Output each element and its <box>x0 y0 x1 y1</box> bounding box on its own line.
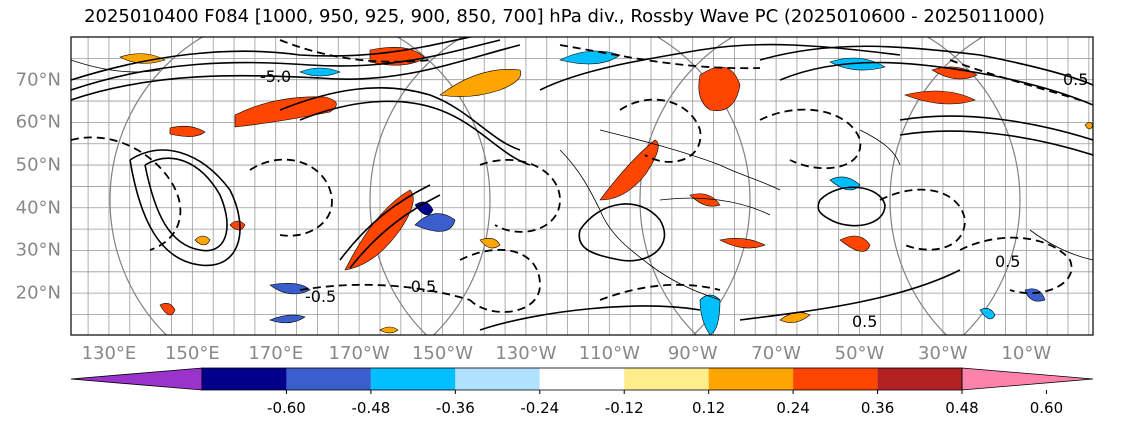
colorbar-tick-label: -0.60 <box>267 399 306 417</box>
colorbar-segment <box>455 368 540 390</box>
colorbar-tick-label: 0.48 <box>945 399 979 417</box>
colorbar-tick-label: 0.60 <box>1029 399 1064 417</box>
colorbar-segment <box>624 368 709 390</box>
colorbar-tick-label: -0.24 <box>520 399 560 417</box>
longitude-label: 30°W <box>918 343 968 364</box>
colorbar-segment <box>793 368 878 390</box>
longitude-label: 110°W <box>578 343 640 364</box>
colorbar-outline <box>201 367 963 391</box>
contour-label: 0.5 <box>852 312 877 331</box>
streamfunction-contours <box>71 37 1093 331</box>
latitude-label: 20°N <box>15 282 61 304</box>
colorbar-tick-label: 0.12 <box>691 399 726 417</box>
colorbar-segment <box>877 368 962 390</box>
longitude-label: 90°W <box>667 343 718 364</box>
latitude-label: 60°N <box>15 111 61 133</box>
contour-label: -5.0 <box>260 67 291 86</box>
latitude-label: 30°N <box>15 239 61 261</box>
longitude-label: 150°W <box>411 343 474 364</box>
latitude-label: 50°N <box>15 154 61 176</box>
latitude-label: 70°N <box>15 69 61 91</box>
projection-circles <box>109 37 1021 335</box>
colorbar-tick-label: 0.36 <box>860 399 895 417</box>
longitude-label: 170°W <box>328 343 390 364</box>
contour-label: 0.5 <box>995 252 1020 271</box>
longitude-label: 150°E <box>164 343 220 364</box>
contour-labels: -5.0 0.5 -0.5 0.5 -0.5 0.5 <box>260 67 1088 331</box>
longitude-label: 50°W <box>834 343 885 364</box>
longitude-label: 70°W <box>751 343 801 364</box>
colorbar-over-extension <box>961 367 1094 391</box>
colorbar-segment <box>370 368 456 390</box>
longitude-label: 10°W <box>1001 343 1052 364</box>
longitude-label: 130°W <box>495 343 557 364</box>
colorbar-segment <box>539 368 625 390</box>
dashed-contours <box>71 39 1081 313</box>
divergence-shading <box>119 47 1093 335</box>
colorbar-tick-label: -0.48 <box>351 399 391 417</box>
coastlines <box>71 59 1093 301</box>
figure-title: 2025010400 F084 [1000, 950, 925, 900, 85… <box>84 6 1045 27</box>
colorbar-tick-label: -0.12 <box>604 399 644 417</box>
colorbar-tick-label: 0.24 <box>776 399 810 417</box>
map-frame <box>70 36 1094 336</box>
colorbar-segment <box>202 368 287 390</box>
colorbar-segment <box>708 368 794 390</box>
colorbar-segment <box>286 368 371 390</box>
longitude-label: 130°E <box>81 343 137 364</box>
colorbar-under-extension <box>70 367 203 391</box>
longitude-label: 170°E <box>248 343 304 364</box>
contour-label: -0.5 <box>405 277 436 296</box>
latitude-label: 40°N <box>15 197 61 219</box>
colorbar-tick-label: -0.36 <box>435 399 475 417</box>
contour-label: 0.5 <box>1063 70 1088 89</box>
contour-label: -0.5 <box>305 287 336 306</box>
